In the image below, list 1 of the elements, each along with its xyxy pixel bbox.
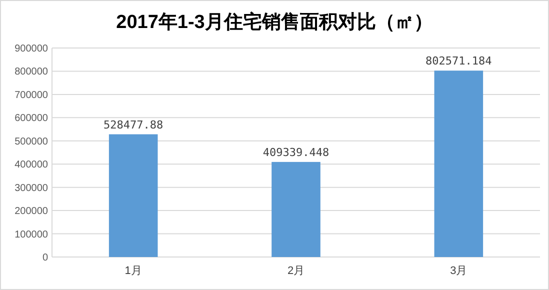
title: 2017年1-3月住宅销售面积对比（㎡） [116,12,433,33]
